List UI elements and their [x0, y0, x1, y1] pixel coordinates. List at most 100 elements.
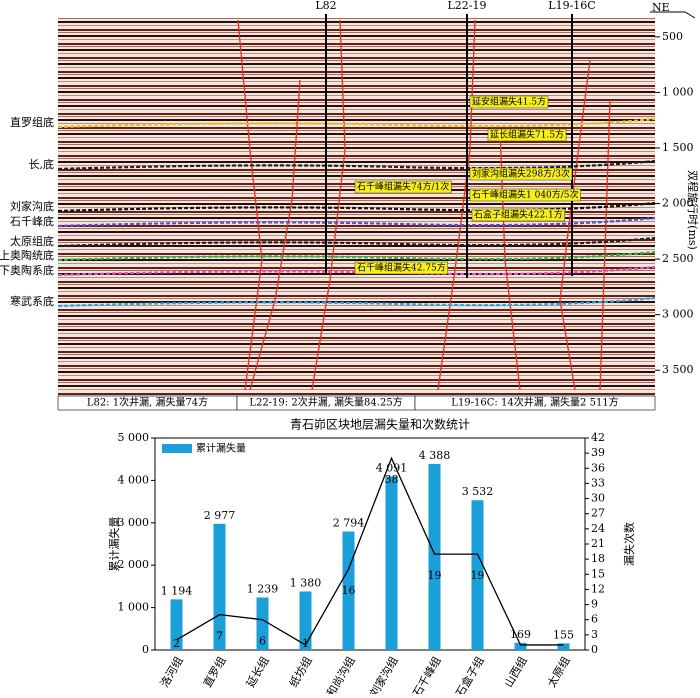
- bar-label: 1 380: [290, 576, 322, 589]
- y2-tick-label: 24: [591, 522, 605, 535]
- y2-tick-label: 42: [591, 431, 605, 444]
- horizon-line: [57, 117, 656, 129]
- annotation-box: [354, 180, 452, 194]
- x-tick-label: 太原组: [544, 654, 573, 690]
- annotation: 石盒子组漏失422.1方: [474, 209, 563, 221]
- y2-axis-label: 漏失次数: [622, 522, 636, 566]
- direction: NE: [652, 1, 670, 14]
- x-tick-label: 石千峰组: [410, 654, 444, 694]
- time-tick-label: 1 500: [662, 141, 694, 154]
- bar: [385, 476, 398, 650]
- horizon-label: 刘家沟底: [10, 199, 54, 213]
- annotation-box: [354, 261, 449, 275]
- count-label: 7: [216, 630, 223, 643]
- time-tick-label: 500: [662, 30, 683, 43]
- bar: [213, 523, 226, 650]
- x-tick-label: 纸坊组: [286, 654, 315, 690]
- horizon-line: [57, 296, 656, 308]
- x-tick-label: 洛河组: [157, 654, 186, 690]
- bar-label: 3 532: [462, 485, 494, 498]
- horizon-label: 太原组底: [10, 234, 54, 248]
- y-tick-label: 2 000: [118, 558, 150, 571]
- y2-tick-label: 18: [591, 552, 605, 565]
- caption: L19-16C: 14次井漏, 漏失量2 511方: [451, 396, 618, 409]
- time-axis-label: 双程旅行时(ms): [686, 170, 700, 250]
- well-label: L22-19: [447, 0, 486, 12]
- time-tick-label: 3 000: [662, 308, 694, 321]
- y2-tick-label: 12: [591, 582, 605, 595]
- bar-label: 2 794: [333, 517, 365, 530]
- bar-label: 169: [510, 628, 531, 641]
- bar: [428, 463, 441, 650]
- bar: [256, 597, 269, 650]
- y2-tick-label: 33: [591, 476, 605, 489]
- well-label: L19-16C: [548, 0, 595, 12]
- x-tick-label: 直罗组: [200, 654, 229, 690]
- y2-tick-label: 6: [591, 613, 598, 626]
- x-tick-label: 延长组: [243, 654, 272, 690]
- annotation: 石千峰组漏失42.75方: [357, 262, 446, 274]
- y-tick-label: 4 000: [118, 473, 150, 486]
- x-tick-label: 山西组: [501, 654, 530, 690]
- y2-tick-label: 15: [591, 567, 605, 580]
- y2-tick-label: 30: [591, 492, 605, 505]
- annotation: 石千峰组漏失1 040方/5次: [472, 189, 579, 201]
- annotation-box: [471, 208, 566, 222]
- time-tick-label: 2 500: [662, 252, 694, 265]
- well-label: L82: [315, 0, 336, 12]
- y-tick-label: 1 000: [118, 601, 150, 614]
- y-tick-label: 3 000: [118, 516, 150, 529]
- horizon-line: [57, 201, 656, 213]
- count-label: 38: [385, 473, 399, 486]
- horizon-line: [57, 216, 656, 228]
- time-tick-label: 2 000: [662, 197, 694, 210]
- x-tick-label: 石盒子组: [453, 654, 487, 694]
- horizon-label: 直罗组底: [10, 115, 54, 129]
- time-tick-label: 3 500: [662, 363, 694, 376]
- horizon-line: [57, 236, 656, 248]
- annotation: 刘家沟组漏失298方/3次: [472, 168, 570, 180]
- horizon-label: 下奥陶系底: [0, 263, 54, 277]
- x-tick-label: 和尚沟组: [324, 654, 358, 694]
- caption-box: [414, 395, 656, 411]
- y2-tick-label: 21: [591, 537, 605, 550]
- y2-tick-label: 39: [591, 446, 605, 459]
- y2-tick-label: 36: [591, 461, 605, 474]
- bar-label: 1 239: [247, 582, 279, 595]
- horizon-line: [57, 159, 656, 171]
- time-tick-label: 1 000: [662, 85, 694, 98]
- bar: [170, 599, 183, 650]
- count-label: 19: [471, 569, 485, 582]
- bar: [557, 643, 570, 650]
- bar-label: 4 091: [376, 462, 408, 475]
- bar-label: 4 388: [419, 449, 451, 462]
- y2-tick-label: 3: [591, 628, 598, 641]
- count-label: 2: [173, 637, 180, 650]
- legend-label: 累计漏失量: [196, 442, 246, 455]
- horizon-label: 长,底: [29, 157, 55, 171]
- bar-label: 2 977: [204, 509, 236, 522]
- annotation: 延长组漏失71.5方: [490, 129, 564, 141]
- annotation-box: [469, 95, 549, 109]
- bar-label: 155: [553, 628, 574, 641]
- y2-tick-label: 9: [591, 598, 598, 611]
- y-tick-label: 0: [142, 643, 149, 656]
- annotation: 石千峰组漏失74方/1次: [357, 181, 449, 193]
- annotation-box: [469, 167, 573, 181]
- count-line: [176, 456, 564, 646]
- north-arrow: [650, 11, 696, 19]
- horizon-line: [57, 250, 656, 262]
- bar: [471, 500, 484, 650]
- annotation-box: [487, 128, 567, 142]
- annotation: 延安组漏失41.5方: [472, 96, 546, 108]
- caption: L22-19: 2次井漏, 漏失量84.25方: [249, 396, 402, 409]
- count-label: 16: [342, 584, 356, 597]
- chart-title: 青石峁区块地层漏失量和次数统计: [290, 417, 470, 432]
- y-axis-label: 累计漏失量: [108, 517, 121, 572]
- caption: L82: 1次井漏, 漏失量74方: [87, 396, 208, 409]
- horizon-label: 石千峰底: [10, 214, 54, 228]
- y-tick-label: 5 000: [118, 431, 150, 444]
- horizon-label: 上奥陶统底: [0, 248, 54, 262]
- x-tick-label: 刘家沟组: [367, 654, 401, 694]
